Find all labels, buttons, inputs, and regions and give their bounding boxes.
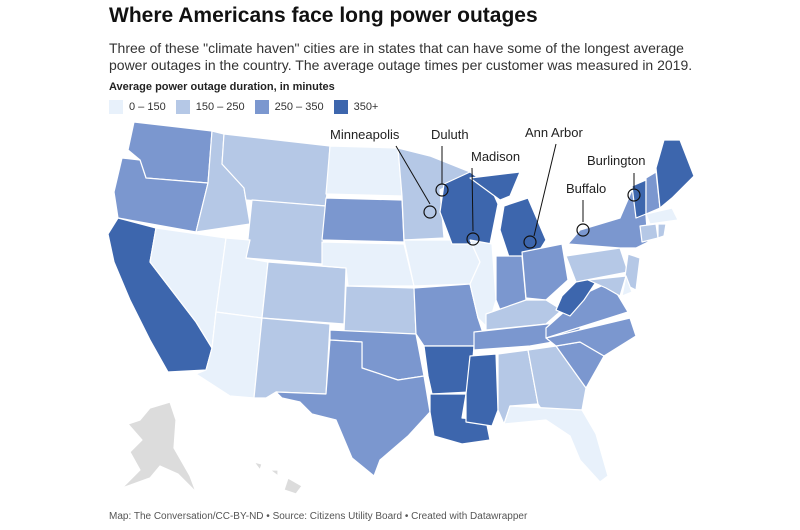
city-label: Burlington [587, 153, 646, 168]
legend-label: 350+ [353, 101, 379, 113]
state-new-mexico[interactable] [253, 317, 331, 399]
city-marker [523, 235, 537, 249]
leader-line [533, 143, 557, 237]
legend-label: 150 – 250 [195, 101, 245, 113]
legend-swatch [175, 100, 190, 114]
legend-item-250-350: 250 – 350 [254, 100, 324, 114]
state-iowa[interactable] [403, 239, 481, 287]
state-connecticut[interactable] [639, 223, 659, 243]
state-arkansas[interactable] [423, 345, 475, 395]
state-massachusetts[interactable] [645, 207, 679, 225]
city-marker [627, 188, 641, 202]
legend-item-350-plus: 350+ [333, 100, 379, 114]
city-marker [423, 205, 437, 219]
city-duluth[interactable]: Duluth [431, 127, 469, 197]
legend-label: 0 – 150 [129, 101, 166, 113]
state-south-dakota[interactable] [321, 197, 405, 243]
city-ann-arbor[interactable]: Ann Arbor [523, 125, 583, 249]
legend-item-0-150: 0 – 150 [109, 100, 166, 114]
state-north-carolina[interactable] [545, 317, 637, 357]
state-wisconsin[interactable] [439, 171, 499, 245]
state-hawaii[interactable] [253, 461, 303, 495]
legend-swatch [333, 100, 348, 114]
state-florida[interactable] [503, 405, 609, 483]
city-label: Madison [471, 149, 520, 164]
legend: 0 – 150 150 – 250 250 – 350 350+ [109, 100, 388, 114]
legend-item-150-250: 150 – 250 [175, 100, 245, 114]
legend-label: 250 – 350 [274, 101, 324, 113]
state-ohio[interactable] [521, 243, 569, 301]
leader-line [471, 167, 474, 232]
state-louisiana[interactable] [429, 393, 491, 445]
state-illinois[interactable] [469, 239, 497, 329]
state-north-dakota[interactable] [325, 145, 403, 197]
city-burlington[interactable]: Burlington [587, 153, 646, 202]
leader-line [395, 145, 431, 205]
footer-credit: Map: The Conversation/CC-BY-ND • Source:… [109, 511, 528, 522]
city-minneapolis[interactable]: Minneapolis [330, 127, 437, 219]
state-wyoming[interactable] [245, 199, 327, 265]
city-marker [576, 223, 590, 237]
city-label: Minneapolis [330, 127, 400, 142]
state-texas[interactable] [275, 339, 431, 477]
city-madison[interactable]: Madison [466, 149, 520, 246]
state-kansas[interactable] [343, 285, 417, 335]
state-colorado[interactable] [261, 261, 347, 325]
city-marker [466, 232, 480, 246]
map-subtitle: Three of these "climate haven" cities ar… [109, 40, 693, 73]
legend-title: Average power outage duration, in minute… [109, 81, 335, 93]
state-alaska[interactable] [121, 401, 197, 493]
state-delaware[interactable] [621, 275, 633, 297]
map-title: Where Americans face long power outages [109, 4, 538, 27]
city-label: Ann Arbor [525, 125, 583, 140]
state-rhode-island[interactable] [657, 223, 667, 239]
legend-swatch [109, 100, 123, 114]
city-buffalo[interactable]: Buffalo [566, 181, 606, 237]
city-label: Duluth [431, 127, 469, 142]
state-mississippi[interactable] [465, 353, 499, 427]
state-maine[interactable] [655, 139, 695, 209]
legend-swatch [254, 100, 269, 114]
state-maryland[interactable] [587, 275, 627, 297]
city-label: Buffalo [566, 181, 606, 196]
